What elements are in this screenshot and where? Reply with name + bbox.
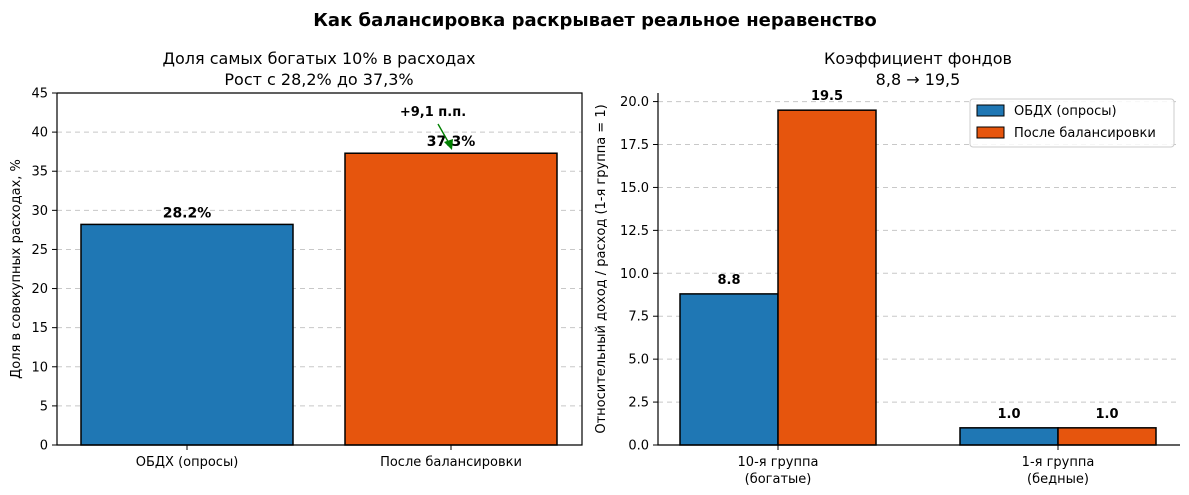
right-y-tick-label: 17.5	[620, 138, 649, 153]
left-y-tick-label: 30	[31, 204, 48, 219]
right-bars	[679, 109, 1157, 446]
left-y-tick-label: 40	[31, 126, 48, 141]
bar-balanced-group1	[1057, 427, 1157, 446]
legend-frame	[969, 98, 1175, 148]
left-x-tick-label: После балансировки	[380, 455, 522, 470]
left-chart-title-line2: Рост с 28,2% до 37,3%	[224, 70, 413, 89]
left-y-tick-label: 45	[31, 87, 48, 102]
right-y-tick-label: 20.0	[620, 95, 649, 110]
left-y-tick-label: 15	[31, 321, 48, 336]
legend: ОБДХ (опросы) После балансировки	[969, 98, 1175, 148]
left-y-tick-label: 5	[40, 399, 48, 414]
right-y-tick-label: 2.5	[628, 396, 649, 411]
right-axes: 0.0 2.5 5.0 7.5 10.0 12.5 15.0 17.5 20.0 10-я гру…	[620, 93, 1180, 487]
right-axis-lines	[657, 93, 1180, 446]
right-value-label: 1.0	[1095, 407, 1118, 422]
left-axes: 0 5 10 15 20 25 30 35 40 45 ОБДХ (опросы) После бал…	[31, 87, 583, 470]
left-chart: Доля самых богатых 10% в расходах Рост с…	[9, 49, 583, 470]
legend-label-balanced: После балансировки	[1014, 126, 1156, 141]
right-y-tick-label: 0.0	[628, 439, 649, 454]
right-value-label: 8.8	[717, 273, 740, 288]
right-y-tick-label: 10.0	[620, 267, 649, 282]
bar-obdh	[80, 223, 294, 446]
right-chart: Коэффициент фондов 8,8 → 19,5 Относитель…	[594, 49, 1180, 487]
bar-balanced-group10	[777, 109, 877, 446]
right-value-label: 19.5	[811, 89, 843, 104]
right-value-labels: 8.8 19.5 1.0 1.0	[717, 89, 1118, 422]
right-y-tick-label: 7.5	[628, 310, 649, 325]
left-y-axis-label: Доля в совокупных расходах, %	[9, 159, 24, 379]
right-chart-title-line1: Коэффициент фондов	[824, 49, 1012, 68]
legend-swatch-balanced	[976, 126, 1005, 139]
left-y-tick-label: 35	[31, 165, 48, 180]
left-annotation: +9,1 п.п.	[400, 105, 466, 150]
left-y-tick-label: 20	[31, 282, 48, 297]
left-y-tick-label: 25	[31, 243, 48, 258]
left-y-tick-label: 10	[31, 360, 48, 375]
right-y-tick-label: 15.0	[620, 181, 649, 196]
bar-obdh-group1	[959, 427, 1059, 446]
right-value-label: 1.0	[997, 407, 1020, 422]
right-x-tick-sublabel: (бедные)	[1027, 472, 1089, 487]
right-x-tick-label: 1-я группа	[1022, 455, 1095, 470]
right-y-tick-label: 12.5	[620, 224, 649, 239]
legend-swatch-obdh	[976, 104, 1005, 117]
right-x-tick-sublabel: (богатые)	[745, 472, 812, 487]
left-chart-title-line1: Доля самых богатых 10% в расходах	[163, 49, 476, 68]
bar-obdh-group10	[679, 293, 779, 446]
bar-balanced	[344, 152, 558, 446]
left-plot-frame	[56, 92, 583, 446]
annotation-arrowhead	[444, 139, 453, 150]
left-bars	[80, 152, 558, 446]
right-y-tick-label: 5.0	[628, 353, 649, 368]
legend-label-obdh: ОБДХ (опросы)	[1014, 104, 1117, 119]
right-y-axis-label: Относительный доход / расход (1-я группа…	[594, 104, 609, 433]
increase-annotation: +9,1 п.п.	[400, 105, 466, 120]
figure-title: Как балансировка раскрывает реальное нер…	[313, 10, 877, 31]
right-x-tick-label: 10-я группа	[738, 455, 819, 470]
left-y-tick-label: 0	[40, 439, 48, 454]
left-x-tick-label: ОБДХ (опросы)	[136, 455, 239, 470]
right-chart-title-line2: 8,8 → 19,5	[876, 70, 961, 89]
left-value-label: 28.2%	[163, 205, 212, 221]
